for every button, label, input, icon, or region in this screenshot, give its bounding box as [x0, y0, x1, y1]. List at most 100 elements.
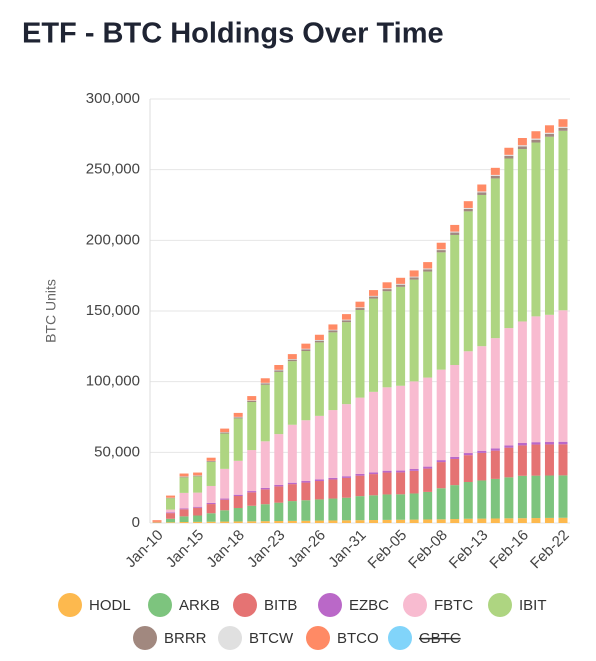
- bar-segment: [220, 434, 229, 469]
- legend-swatch[interactable]: [488, 593, 512, 617]
- bar-segment: [383, 520, 392, 523]
- bar-segment: [301, 349, 310, 350]
- bar-segment: [356, 302, 365, 308]
- legend-label[interactable]: BTCO: [337, 630, 379, 647]
- bar-segment: [342, 314, 351, 320]
- bar-segment: [396, 278, 405, 284]
- legend-swatch[interactable]: [58, 593, 82, 617]
- bar-segment: [437, 462, 446, 488]
- bar-segment: [193, 476, 202, 492]
- bar-segment: [234, 496, 243, 508]
- bar-segment: [193, 493, 202, 507]
- legend-label[interactable]: BRRR: [164, 630, 207, 647]
- legend-swatch[interactable]: [388, 626, 412, 650]
- bar-segment: [545, 137, 554, 315]
- bar-segment: [491, 175, 500, 176]
- bar-segment: [301, 483, 310, 501]
- bar-segment: [180, 477, 189, 478]
- bar-segment: [369, 392, 378, 473]
- bar-segment: [396, 287, 405, 386]
- bar-segment: [207, 462, 216, 486]
- bar-segment: [369, 290, 378, 296]
- legend-label[interactable]: GBTC: [419, 630, 461, 647]
- legend-label[interactable]: HODL: [89, 597, 131, 614]
- legend-swatch[interactable]: [233, 593, 257, 617]
- legend-swatch[interactable]: [133, 626, 157, 650]
- legend-label[interactable]: BTCW: [249, 630, 294, 647]
- bar-segment: [504, 518, 513, 523]
- bar-segment: [301, 349, 310, 351]
- bar-segment: [423, 268, 432, 269]
- bar-segment: [410, 278, 419, 280]
- bar-segment: [220, 433, 229, 434]
- bar-segment: [342, 320, 351, 321]
- legend-label[interactable]: ARKB: [179, 597, 220, 614]
- bar-segment: [288, 483, 297, 484]
- bar-segment: [369, 297, 378, 299]
- bar-segment: [410, 520, 419, 523]
- bar-segment: [396, 284, 405, 285]
- y-tick-label: 100,000: [86, 373, 140, 390]
- bar-segment: [193, 508, 202, 516]
- bar-segment: [559, 444, 568, 475]
- legend-swatch[interactable]: [218, 626, 242, 650]
- bar-segment: [423, 492, 432, 520]
- bar-segment: [220, 510, 229, 521]
- bar-segment: [274, 521, 283, 523]
- y-tick-label: 250,000: [86, 161, 140, 178]
- bar-segment: [477, 192, 486, 195]
- bar-segment: [383, 387, 392, 470]
- legend-label[interactable]: EZBC: [349, 597, 389, 614]
- bar-segment: [518, 138, 527, 145]
- legend-swatch[interactable]: [403, 593, 427, 617]
- bar-segment: [518, 445, 527, 475]
- bar-segment: [315, 341, 324, 343]
- bar-segment: [356, 398, 365, 474]
- bar-segment: [220, 499, 229, 500]
- bar-segment: [491, 448, 500, 450]
- bar-segment: [328, 478, 337, 480]
- bar-segment: [274, 372, 283, 434]
- bar-segment: [274, 370, 283, 372]
- bar-segment: [531, 445, 540, 476]
- bar-segment: [220, 500, 229, 511]
- bar-segment: [450, 233, 459, 235]
- legend-label[interactable]: IBIT: [519, 597, 547, 614]
- bar-segment: [274, 365, 283, 370]
- bar-segment: [328, 331, 337, 333]
- bar-segment: [342, 476, 351, 478]
- bar-segment: [288, 361, 297, 425]
- bar-segment: [328, 332, 337, 410]
- bar-segment: [288, 359, 297, 360]
- bar-segment: [274, 485, 283, 486]
- bar-segment: [166, 496, 175, 498]
- bar-segment: [531, 143, 540, 317]
- bar-segment: [423, 378, 432, 467]
- bar-segment: [369, 520, 378, 523]
- bar-segment: [180, 522, 189, 523]
- bar-segment: [531, 476, 540, 518]
- bar-segment: [504, 328, 513, 445]
- legend-swatch[interactable]: [306, 626, 330, 650]
- legend-label[interactable]: FBTC: [434, 597, 473, 614]
- bar-segment: [464, 201, 473, 208]
- bar-segment: [504, 148, 513, 155]
- bar-segment: [559, 119, 568, 127]
- bar-segment: [518, 149, 527, 321]
- bar-segment: [531, 316, 540, 442]
- x-tick-label: Jan-31: [325, 527, 369, 571]
- bar-segment: [383, 473, 392, 495]
- bar-segment: [274, 370, 283, 371]
- legend-swatch[interactable]: [318, 593, 342, 617]
- bar-segment: [396, 471, 405, 473]
- bar-segment: [166, 513, 175, 519]
- bar-segment: [315, 342, 324, 415]
- bar-segment: [261, 489, 270, 504]
- bar-segment: [410, 469, 419, 471]
- bar-segment: [559, 310, 568, 441]
- bar-segment: [274, 434, 283, 485]
- legend-swatch[interactable]: [148, 593, 172, 617]
- bar-segment: [180, 516, 189, 522]
- bar-segment: [193, 473, 202, 476]
- legend-label[interactable]: BITB: [264, 597, 297, 614]
